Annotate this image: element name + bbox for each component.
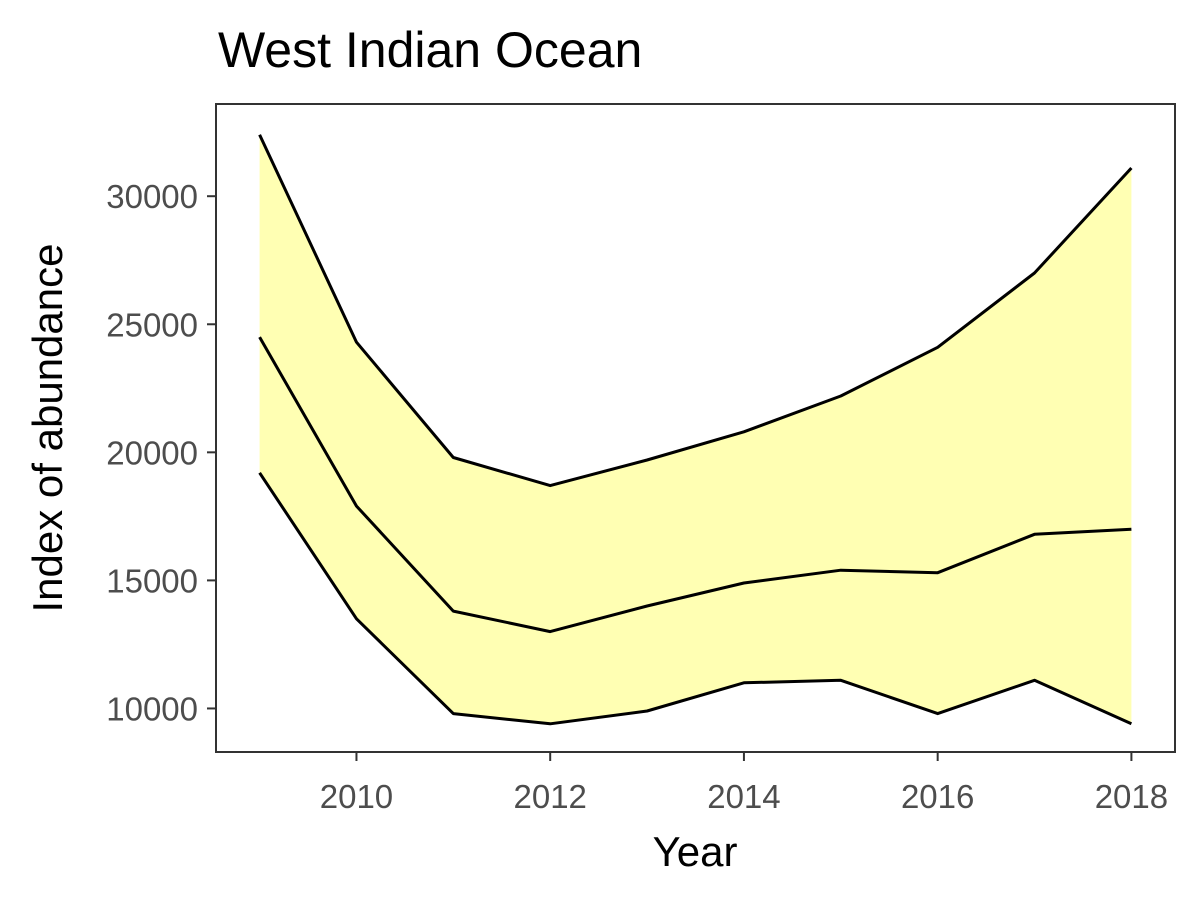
confidence-band xyxy=(259,134,1132,724)
x-axis-title: Year xyxy=(653,828,738,875)
series-line-lower xyxy=(258,471,1133,726)
plot-area xyxy=(215,103,1176,753)
x-tick-label: 2012 xyxy=(513,778,586,815)
y-axis-title: Index of abundance xyxy=(24,244,71,613)
series-lines xyxy=(258,134,1133,726)
chart-title: West Indian Ocean xyxy=(218,22,642,78)
panel-border xyxy=(215,103,1176,753)
x-tick-label: 2010 xyxy=(320,778,393,815)
x-tick-label: 2014 xyxy=(707,778,780,815)
x-tick-label: 2018 xyxy=(1095,778,1168,815)
x-axis: 2010 2012 2014 2016 2018 xyxy=(320,752,1168,815)
y-tick-label: 25000 xyxy=(106,306,198,343)
series-line-upper xyxy=(258,134,1133,488)
y-axis: 10000 15000 20000 25000 30000 xyxy=(106,178,216,727)
y-tick-label: 20000 xyxy=(106,434,198,471)
series-line-estimate xyxy=(258,336,1132,634)
y-tick-label: 30000 xyxy=(106,178,198,215)
x-tick-label: 2016 xyxy=(901,778,974,815)
y-tick-label: 10000 xyxy=(106,690,198,727)
y-tick-label: 15000 xyxy=(106,562,198,599)
